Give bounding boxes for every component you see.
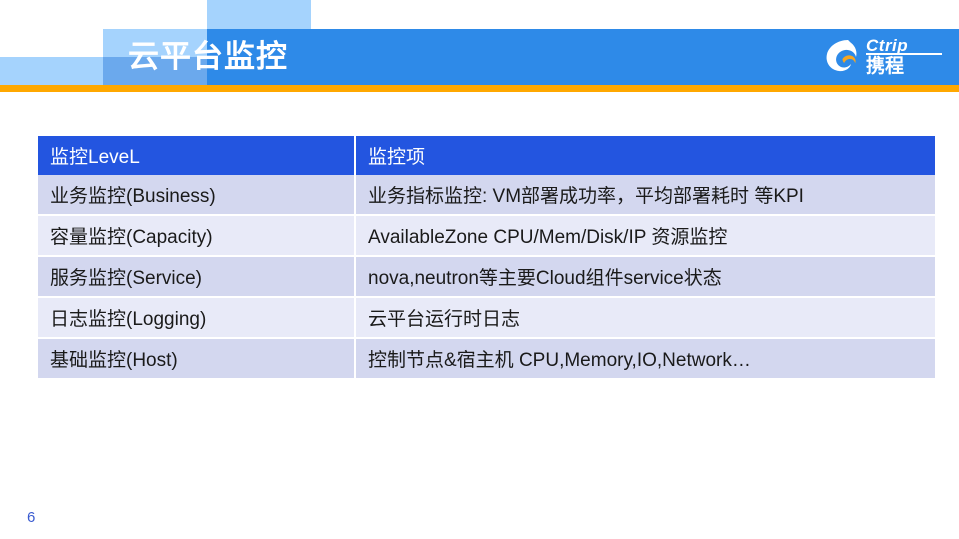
table-header-row: 监控LeveL 监控项 [38,136,935,175]
table-row: 日志监控(Logging) 云平台运行时日志 [38,298,935,339]
table-row: 服务监控(Service) nova,neutron等主要Cloud组件serv… [38,257,935,298]
table-row: 基础监控(Host) 控制节点&宿主机 CPU,Memory,IO,Networ… [38,339,935,380]
ctrip-logo: Ctrip 携程 [818,32,946,76]
page-title: 云平台监控 [128,39,288,74]
ctrip-wordmark: Ctrip 携程 [866,36,942,76]
cell-item: AvailableZone CPU/Mem/Disk/IP 资源监控 [356,216,935,257]
header-orange-rule [0,85,959,92]
cell-level: 服务监控(Service) [38,257,356,298]
header-decoration-square [0,57,103,85]
monitoring-table: 监控LeveL 监控项 业务监控(Business) 业务指标监控: VM部署成… [38,136,935,380]
cell-level: 业务监控(Business) [38,175,356,216]
cell-level: 容量监控(Capacity) [38,216,356,257]
cell-level: 日志监控(Logging) [38,298,356,339]
header-decoration-square [103,57,207,85]
table-row: 业务监控(Business) 业务指标监控: VM部署成功率，平均部署耗时 等K… [38,175,935,216]
table-row: 容量监控(Capacity) AvailableZone CPU/Mem/Dis… [38,216,935,257]
header-decoration-square [103,29,207,57]
page-number: 6 [27,509,36,526]
cell-item: 业务指标监控: VM部署成功率，平均部署耗时 等KPI [356,175,935,216]
dolphin-icon [826,40,857,72]
column-header-item: 监控项 [356,136,935,175]
cell-item: nova,neutron等主要Cloud组件service状态 [356,257,935,298]
column-header-level: 监控LeveL [38,136,356,175]
svg-text:Ctrip: Ctrip [866,36,908,55]
header-decoration-square [207,0,311,29]
svg-text:携程: 携程 [866,54,904,76]
cell-item: 控制节点&宿主机 CPU,Memory,IO,Network… [356,339,935,380]
cell-item: 云平台运行时日志 [356,298,935,339]
cell-level: 基础监控(Host) [38,339,356,380]
